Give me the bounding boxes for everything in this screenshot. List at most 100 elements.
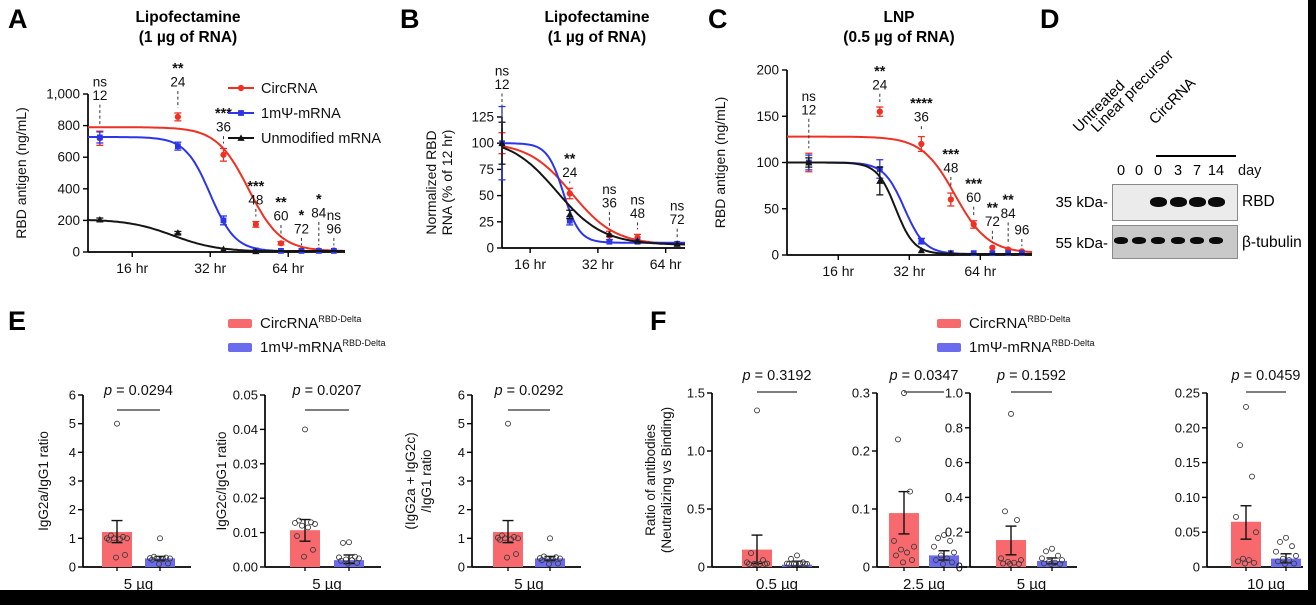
fit-curve <box>787 135 1033 254</box>
scatter-point <box>935 535 941 541</box>
scatter-point <box>1041 560 1047 567</box>
svg-text:0.00: 0.00 <box>233 560 258 575</box>
p-value-label: p = 0.0207 <box>292 383 362 399</box>
panel-label-f: F <box>650 306 667 336</box>
circrna-span-underline <box>1156 155 1236 157</box>
panel-label-b: B <box>400 4 420 34</box>
day-axis-label: day <box>1238 163 1262 179</box>
svg-text:***: *** <box>965 177 982 193</box>
mrna-legend-label: 1mΨ-mRNARBD-Delta <box>969 338 1095 356</box>
svg-text:36: 36 <box>914 110 929 125</box>
svg-text:4: 4 <box>458 445 465 460</box>
svg-text:0: 0 <box>698 560 705 575</box>
chart-E2-svg: 0.00 0.01 0.02 0.03 0.04 0.05 IgG2c/IgG1 ratio… <box>214 383 381 593</box>
blot-target-label: RBD <box>1242 193 1275 210</box>
svg-text:1.0: 1.0 <box>687 444 705 459</box>
svg-text:*: * <box>316 192 322 208</box>
svg-text:1.5: 1.5 <box>687 386 705 401</box>
scatter-point <box>891 537 897 544</box>
svg-text:(IgG2a + IgG2c): (IgG2a + IgG2c) <box>405 432 418 529</box>
fit-curve <box>501 145 685 246</box>
svg-text:48: 48 <box>630 206 645 221</box>
chart-b: 0 25 50 75 100 125 16 hr 32 hr 64 hr Normalized R… <box>390 55 700 300</box>
scatter-point <box>1055 552 1061 559</box>
svg-text:ns: ns <box>495 64 510 79</box>
scatter-point <box>895 436 901 443</box>
svg-text:ns: ns <box>802 89 817 104</box>
svg-text:96: 96 <box>1014 223 1029 238</box>
chart-F4-svg: 0 0.05 0.10 0.15 0.20 0.25 p = 0.0459 10 µg <box>1175 368 1303 593</box>
svg-text:60: 60 <box>966 190 981 205</box>
bar-1m-mrna-rbd-delta <box>145 535 175 571</box>
svg-text:****: **** <box>910 96 933 112</box>
scatter-point <box>513 551 519 558</box>
circrna-legend-label: CircRNARBD-Delta <box>260 314 362 332</box>
svg-text:***: *** <box>215 106 232 122</box>
svg-text:2: 2 <box>458 502 465 517</box>
data-point-circle <box>220 151 227 158</box>
chart-c: 0 50 100 150 200 16 hr 32 hr 64 hr RBD antigen (… <box>700 55 1035 305</box>
blot-band <box>1151 237 1165 244</box>
scatter-point <box>156 561 162 567</box>
fit-curve <box>787 161 1032 255</box>
svg-text:0.6: 0.6 <box>945 455 963 470</box>
data-point-circle <box>252 221 259 228</box>
scatter-point <box>497 536 503 543</box>
svg-text:ns: ns <box>630 192 645 207</box>
scatter-point <box>1283 534 1289 541</box>
scatter-point <box>515 535 521 542</box>
scatter-point <box>301 553 307 560</box>
p-value-label: p = 0.0294 <box>103 383 173 399</box>
scatter-point <box>1249 473 1255 480</box>
scatter-point <box>746 561 752 567</box>
scatter-point <box>1282 561 1288 567</box>
bar-circrna-rbd-delta <box>290 426 320 571</box>
svg-text:**: ** <box>987 201 999 217</box>
series-unmodified-mrna <box>787 157 1032 257</box>
svg-text:12: 12 <box>494 77 509 92</box>
scatter-point <box>160 556 166 563</box>
scatter-point <box>167 555 173 562</box>
svg-text:16 hr: 16 hr <box>514 256 546 272</box>
chart-F3-svg: 0 0.2 0.4 0.6 0.8 1.0 p = 0.1592 5 µg <box>945 368 1077 593</box>
scatter-point <box>495 534 501 541</box>
series-unmodified-mrna <box>87 216 345 255</box>
scatter-point <box>117 535 123 542</box>
svg-text:3: 3 <box>69 474 76 489</box>
bar-circrna-rbd-delta <box>102 420 132 571</box>
data-point-circle <box>566 190 573 197</box>
data-point-triangle <box>605 230 614 238</box>
scatter-point <box>1242 560 1248 567</box>
svg-text:***: *** <box>247 179 264 195</box>
serum-legend-f-row2: 1mΨ-mRNARBD-Delta <box>937 338 1095 356</box>
scatter-point <box>911 543 917 550</box>
svg-text:72: 72 <box>985 214 1000 229</box>
scatter-point <box>931 543 937 550</box>
scatter-point <box>753 561 759 567</box>
svg-text:6: 6 <box>458 388 465 403</box>
data-point-triangle <box>876 177 884 184</box>
svg-text:400: 400 <box>57 181 80 196</box>
x-axis-label: 10 µg <box>1247 576 1285 593</box>
scatter-point <box>557 555 563 562</box>
scatter-point <box>292 520 298 526</box>
chart-a-title: Lipofectamine (1 µg of RNA) <box>58 8 318 48</box>
scatter-point <box>163 554 169 561</box>
chart-e2: 0.00 0.01 0.02 0.03 0.04 0.05 IgG2c/IgG1 ratio… <box>198 360 393 600</box>
scatter-point <box>909 557 915 563</box>
scatter-point <box>1016 561 1022 567</box>
svg-text:0.20: 0.20 <box>1175 420 1200 435</box>
series-unmodified-mrna <box>498 121 685 247</box>
scatter-point <box>1251 559 1257 566</box>
svg-text:6: 6 <box>69 388 76 403</box>
panel-d-body: Untreated Linear precursor CircRNA 0 0 0 3 7 14 d… <box>1030 0 1316 300</box>
chart-B-svg: 0 25 50 75 100 125 16 hr 32 hr 64 hr Normalized R… <box>423 64 685 272</box>
scatter-point <box>165 560 171 567</box>
scatter-point <box>794 552 800 559</box>
serum-legend-f-row1: CircRNARBD-Delta <box>937 314 1095 332</box>
scatter-point <box>537 555 543 562</box>
scatter-point <box>904 549 910 556</box>
scatter-point <box>294 533 300 539</box>
svg-text:64 hr: 64 hr <box>964 263 996 279</box>
